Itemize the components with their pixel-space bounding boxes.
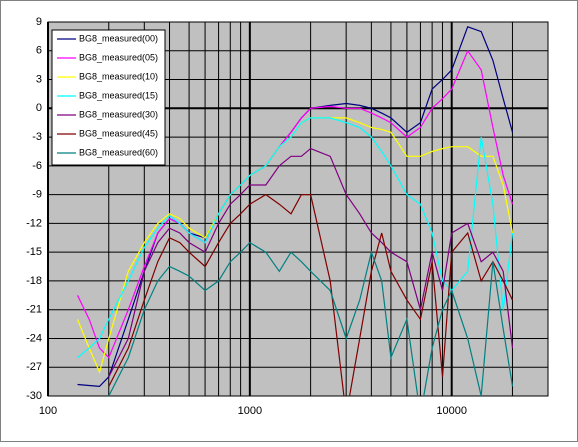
y-tick-label: -18 (26, 275, 42, 287)
series-line (76, 49, 514, 359)
series-line (108, 193, 514, 396)
series-line (108, 147, 514, 378)
y-tick-label: -9 (32, 189, 42, 201)
legend-label: BG8_measured(15) (79, 90, 158, 100)
y-tick-label: -24 (26, 332, 42, 344)
y-tick-label: -3 (32, 131, 42, 143)
legend-label: BG8_measured(05) (79, 52, 158, 62)
y-tick-label: -27 (26, 361, 42, 373)
x-tick-label: 1000 (238, 405, 262, 417)
y-tick-label: -15 (26, 246, 42, 258)
x-tick-label: 10000 (436, 405, 467, 417)
y-tick-label: -12 (26, 217, 42, 229)
y-tick-label: 9 (36, 16, 42, 28)
y-tick-label: -30 (26, 390, 42, 402)
x-tick-label: 100 (39, 405, 57, 417)
legend-label: BG8_measured(00) (79, 33, 158, 43)
legend: BG8_measured(00) BG8_measured(05) BG8_meas… (51, 29, 166, 166)
y-tick-label: 3 (36, 73, 42, 85)
legend-label: BG8_measured(45) (79, 128, 158, 138)
y-tick-label: -21 (26, 304, 42, 316)
y-tick-label: -6 (32, 160, 42, 172)
legend-label: BG8_measured(60) (79, 147, 158, 157)
series-line (108, 241, 514, 396)
y-tick-label: 6 (36, 45, 42, 57)
legend-label: BG8_measured(30) (79, 109, 158, 119)
legend-label: BG8_measured(10) (79, 71, 158, 81)
legend-box (51, 29, 166, 166)
y-tick-label: 0 (36, 102, 42, 114)
